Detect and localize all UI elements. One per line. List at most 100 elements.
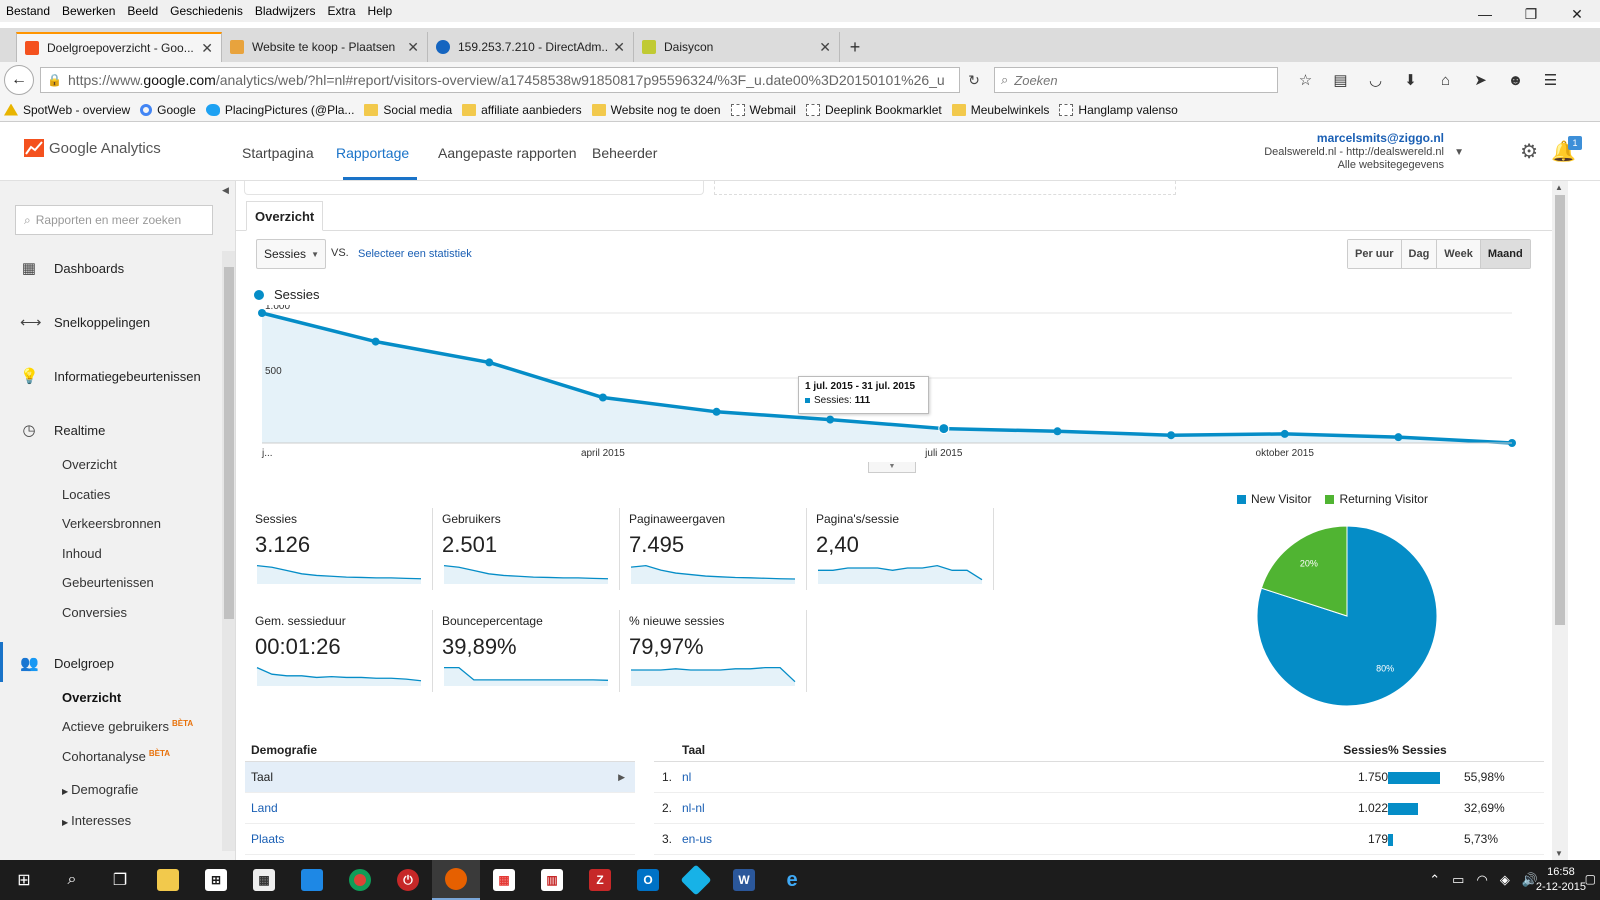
tab-close-icon[interactable]: ✕ xyxy=(201,39,213,56)
home-icon[interactable]: ⌂ xyxy=(1440,71,1451,89)
sidebar-collapse-icon[interactable]: ◀ xyxy=(222,185,229,195)
sidebar-item-doelgroep[interactable]: 👥 Doelgroep xyxy=(20,654,114,672)
sessions-line-chart[interactable]: 1.000 500 j... april 2015 juli 2015 oktober … xyxy=(256,305,1516,475)
volume-icon[interactable]: 🔊 xyxy=(1521,872,1538,887)
browser-tab-website-te-koop[interactable]: Website te koop - Plaatsen ✕ xyxy=(222,32,428,62)
taskbar-explorer[interactable] xyxy=(144,860,192,900)
taskbar-kodi[interactable] xyxy=(672,860,720,900)
demografie-row-land[interactable]: Land xyxy=(245,793,635,824)
period-dag-button[interactable]: Dag xyxy=(1401,240,1438,268)
start-button[interactable]: ⊞ xyxy=(0,860,48,900)
chat-icon[interactable]: ☻ xyxy=(1507,71,1524,89)
taskbar-power-app[interactable]: ⏻ xyxy=(384,860,432,900)
taskbar-internet-explorer[interactable]: e xyxy=(768,860,816,900)
sidebar-search-input[interactable]: ⌕ Rapporten en meer zoeken xyxy=(15,205,213,235)
taskbar-clock[interactable]: 16:58 2-12-2015 xyxy=(1536,865,1586,895)
ga-logo[interactable]: Google Analytics xyxy=(24,139,161,157)
taskbar-search[interactable]: ⌕ xyxy=(48,860,96,900)
battery-icon[interactable]: ▭ xyxy=(1452,872,1465,887)
reload-button[interactable]: ↻ xyxy=(968,71,980,88)
pocket-icon[interactable]: ◡ xyxy=(1368,72,1383,89)
period-week-button[interactable]: Week xyxy=(1437,240,1481,268)
scorecard-sessieduur[interactable]: Gem. sessieduur 00:01:26 xyxy=(255,614,431,696)
nav-aangepaste-rapporten[interactable]: Aangepaste rapporten xyxy=(438,145,577,161)
legend-new-visitor[interactable]: New Visitor xyxy=(1237,492,1311,506)
row-language-link[interactable]: nl xyxy=(682,770,692,784)
tab-overzicht[interactable]: Overzicht xyxy=(246,201,324,231)
legend-returning-visitor[interactable]: Returning Visitor xyxy=(1325,492,1428,506)
demografie-row-plaats[interactable]: Plaats xyxy=(245,824,635,855)
sidebar-realtime-gebeurtenissen[interactable]: Gebeurtenissen xyxy=(62,575,154,590)
sidebar-realtime-inhoud[interactable]: Inhoud xyxy=(62,546,102,561)
chart-collapse-handle[interactable]: ▼ xyxy=(868,462,916,473)
share-icon[interactable]: ➤ xyxy=(1474,72,1487,89)
taskbar-filezilla[interactable]: Z xyxy=(576,860,624,900)
new-tab-button[interactable]: + xyxy=(849,36,861,57)
tab-close-icon[interactable]: ✕ xyxy=(407,38,419,55)
sidebar-realtime-conversies[interactable]: Conversies xyxy=(62,605,128,620)
gear-icon[interactable]: ⚙ xyxy=(1520,141,1538,163)
taskbar-word[interactable]: W xyxy=(720,860,768,900)
bookmark-website-todo[interactable]: Website nog te doen xyxy=(591,103,721,117)
chevron-up-icon[interactable]: ⌃ xyxy=(1429,872,1441,887)
bookmark-webmail[interactable]: Webmail xyxy=(730,103,796,117)
menu-extra[interactable]: Extra xyxy=(327,4,356,18)
period-maand-button[interactable]: Maand xyxy=(1480,240,1530,268)
taskbar-firefox[interactable] xyxy=(432,860,480,900)
scorecard-bouncepercentage[interactable]: Bouncepercentage 39,89% xyxy=(442,614,618,696)
search-input[interactable]: ⌕ Zoeken xyxy=(994,67,1278,93)
tab-close-icon[interactable]: ✕ xyxy=(819,38,831,55)
taskbar-app-blue[interactable] xyxy=(288,860,336,900)
sidebar-item-dashboards[interactable]: ▦ Dashboards xyxy=(20,259,124,277)
taskbar-outlook[interactable]: O xyxy=(624,860,672,900)
nav-rapportage[interactable]: Rapportage xyxy=(336,145,410,161)
sidebar-item-realtime[interactable]: ◷ Realtime xyxy=(20,421,105,439)
browser-tab-analytics[interactable]: Doelgroepoverzicht - Goo... ✕ xyxy=(16,32,222,62)
bookmark-affiliate[interactable]: affiliate aanbieders xyxy=(462,103,582,117)
taskbar-calculator[interactable]: ▦ xyxy=(240,860,288,900)
taskbar-chrome[interactable] xyxy=(336,860,384,900)
bookmark-google[interactable]: Google xyxy=(140,103,196,117)
menu-help[interactable]: Help xyxy=(367,4,393,18)
scorecard-paginas-per-sessie[interactable]: Pagina's/sessie 2,40 xyxy=(816,512,992,594)
bookmark-meubelwinkels[interactable]: Meubelwinkels xyxy=(951,103,1049,117)
reading-list-icon[interactable]: ▤ xyxy=(1333,72,1348,89)
bookmark-placingpictures[interactable]: PlacingPictures (@Pla... xyxy=(205,103,354,117)
scorecard-gebruikers[interactable]: Gebruikers 2.501 xyxy=(442,512,618,594)
browser-tab-daisycon[interactable]: Daisycon ✕ xyxy=(634,32,840,62)
bookmark-star-icon[interactable]: ☆ xyxy=(1298,72,1313,89)
restore-icon[interactable]: ❐ xyxy=(1524,5,1538,22)
row-language-link[interactable]: en-us xyxy=(682,832,713,846)
account-caret-icon[interactable]: ▼ xyxy=(1454,147,1464,158)
scroll-up-icon[interactable]: ▲ xyxy=(1555,183,1563,192)
sidebar-audience-demografie[interactable]: ▶ Demografie xyxy=(62,782,138,797)
sidebar-realtime-verkeersbronnen[interactable]: Verkeersbronnen xyxy=(62,516,162,531)
scorecard-paginaweergaven[interactable]: Paginaweergaven 7.495 xyxy=(629,512,805,594)
compare-metric-link[interactable]: Selecteer een statistiek xyxy=(358,248,472,260)
menu-bestand[interactable]: Bestand xyxy=(6,4,51,18)
account-selector[interactable]: marcelsmits@ziggo.nl Dealswereld.nl - ht… xyxy=(1264,131,1444,171)
taskbar-app-grid[interactable]: ▦ xyxy=(480,860,528,900)
sidebar-audience-actieve-gebruikers[interactable]: Actieve gebruikers BÈTA xyxy=(62,719,193,734)
menu-bladwijzers[interactable]: Bladwijzers xyxy=(254,4,316,18)
sidebar-audience-cohortanalyse[interactable]: Cohortanalyse BÈTA xyxy=(62,749,170,764)
taskbar-store[interactable]: ⊞ xyxy=(192,860,240,900)
sidebar-scroll-thumb[interactable] xyxy=(224,267,234,619)
minimize-icon[interactable]: — xyxy=(1478,6,1492,22)
visitor-pie-chart[interactable]: 80% 20% xyxy=(1252,521,1442,711)
bookmark-spotweb[interactable]: SpotWeb - overview xyxy=(4,103,130,117)
url-bar[interactable]: 🔒 https://www. google.com/analytics/web/?… xyxy=(40,67,960,93)
bookmark-deeplink[interactable]: Deeplink Bookmarklet xyxy=(805,103,942,117)
sidebar-scrollbar[interactable] xyxy=(222,251,235,851)
bookmark-social-media[interactable]: Social media xyxy=(364,103,452,117)
browser-tab-directadmin[interactable]: 159.253.7.210 - DirectAdm... ✕ xyxy=(428,32,634,62)
download-icon[interactable]: ⬇ xyxy=(1404,72,1417,89)
back-button[interactable]: ← xyxy=(4,65,34,95)
hamburger-menu-icon[interactable]: ☰ xyxy=(1543,72,1558,89)
menu-geschiedenis[interactable]: Geschiedenis xyxy=(170,4,243,18)
nav-beheerder[interactable]: Beheerder xyxy=(592,145,658,161)
tab-close-icon[interactable]: ✕ xyxy=(613,38,625,55)
main-scrollbar[interactable]: ▲ ▼ xyxy=(1552,181,1568,860)
menu-beeld[interactable]: Beeld xyxy=(127,4,159,18)
sidebar-item-informatiegebeurtenissen[interactable]: 💡 Informatiegebeurtenissen xyxy=(20,367,201,385)
